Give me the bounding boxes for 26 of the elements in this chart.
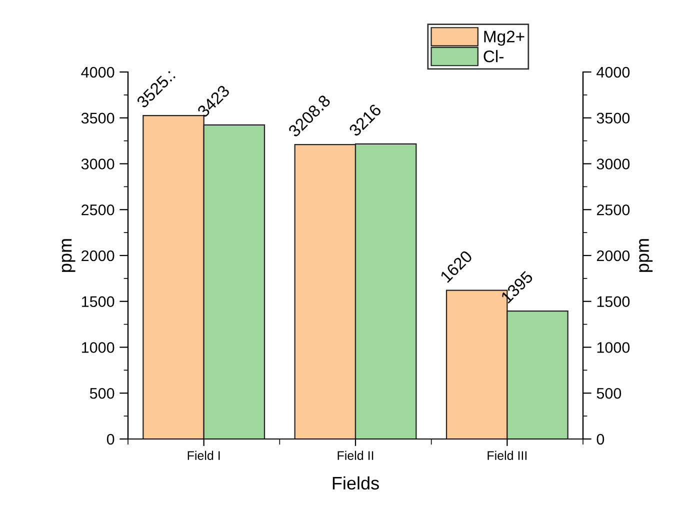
- y-tick-label: 2000: [82, 250, 114, 262]
- y-tick-label: 2500: [82, 204, 114, 216]
- legend-label: Mg2+: [484, 30, 524, 46]
- y2-axis-title: ppm: [639, 239, 653, 272]
- x-tick-label: Field II: [338, 450, 374, 460]
- y-tick-label: 1500: [82, 296, 114, 308]
- x-tick-label: Field I: [188, 450, 220, 460]
- y2-tick-label: 500: [596, 388, 622, 399]
- y2-tick-label: 0: [596, 434, 604, 445]
- x-axis-title: Fields: [332, 476, 379, 490]
- y-tick-label: 0: [106, 434, 114, 445]
- y-tick-label: 500: [90, 388, 114, 399]
- y-tick-label: 3000: [81, 158, 114, 170]
- y2-tick-label: 4000: [596, 66, 630, 78]
- y2-tick-label: 3500: [596, 112, 630, 124]
- y2-tick-label: 1000: [597, 342, 630, 353]
- x-tick-label: Field III: [488, 450, 527, 460]
- y2-tick-label: 2000: [596, 250, 630, 262]
- y2-tick-label: 1500: [597, 296, 630, 308]
- y2-tick-label: 3000: [596, 158, 630, 170]
- y-tick-label: 3500: [81, 112, 114, 124]
- legend-label: Cl-: [484, 50, 504, 62]
- y-tick-label: 1000: [82, 342, 114, 353]
- y2-tick-label: 2500: [596, 204, 630, 216]
- y-tick-label: 4000: [81, 66, 114, 78]
- y-axis-title: ppm: [62, 239, 76, 272]
